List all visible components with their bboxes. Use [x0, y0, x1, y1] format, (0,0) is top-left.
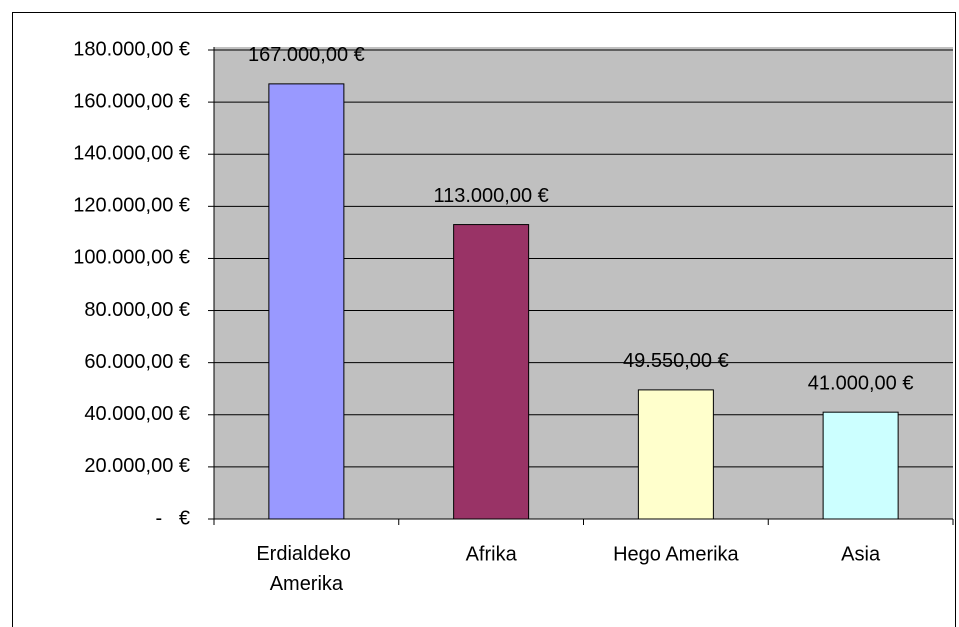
y-tick-label: 180.000,00 €: [73, 38, 190, 60]
y-tick-label: 100.000,00 €: [73, 247, 190, 269]
bar: [822, 411, 899, 520]
bar: [453, 224, 530, 520]
y-tick-label: 160.000,00 €: [73, 90, 190, 112]
data-label: 49.550,00 €: [623, 350, 729, 372]
y-tick-label: 20.000,00 €: [84, 455, 190, 477]
y-tick-label: - €: [156, 507, 190, 529]
data-label: 113.000,00 €: [433, 185, 548, 207]
y-tick-label: 80.000,00 €: [84, 299, 190, 321]
x-tick-label: Asia: [841, 543, 881, 565]
x-tick-label: Erdialdeko Amerika: [256, 543, 356, 595]
x-tick-label: Hego Amerika: [613, 543, 739, 565]
y-tick-label: 60.000,00 €: [84, 351, 190, 373]
bar: [637, 389, 714, 520]
y-tick-label: 140.000,00 €: [73, 143, 190, 165]
y-tick-label: 40.000,00 €: [84, 403, 190, 425]
bar: [268, 83, 345, 520]
data-label: 41.000,00 €: [808, 372, 914, 394]
data-label: 167.000,00 €: [248, 44, 365, 66]
x-tick-label: Afrika: [466, 543, 518, 565]
y-tick-label: 120.000,00 €: [73, 195, 190, 217]
